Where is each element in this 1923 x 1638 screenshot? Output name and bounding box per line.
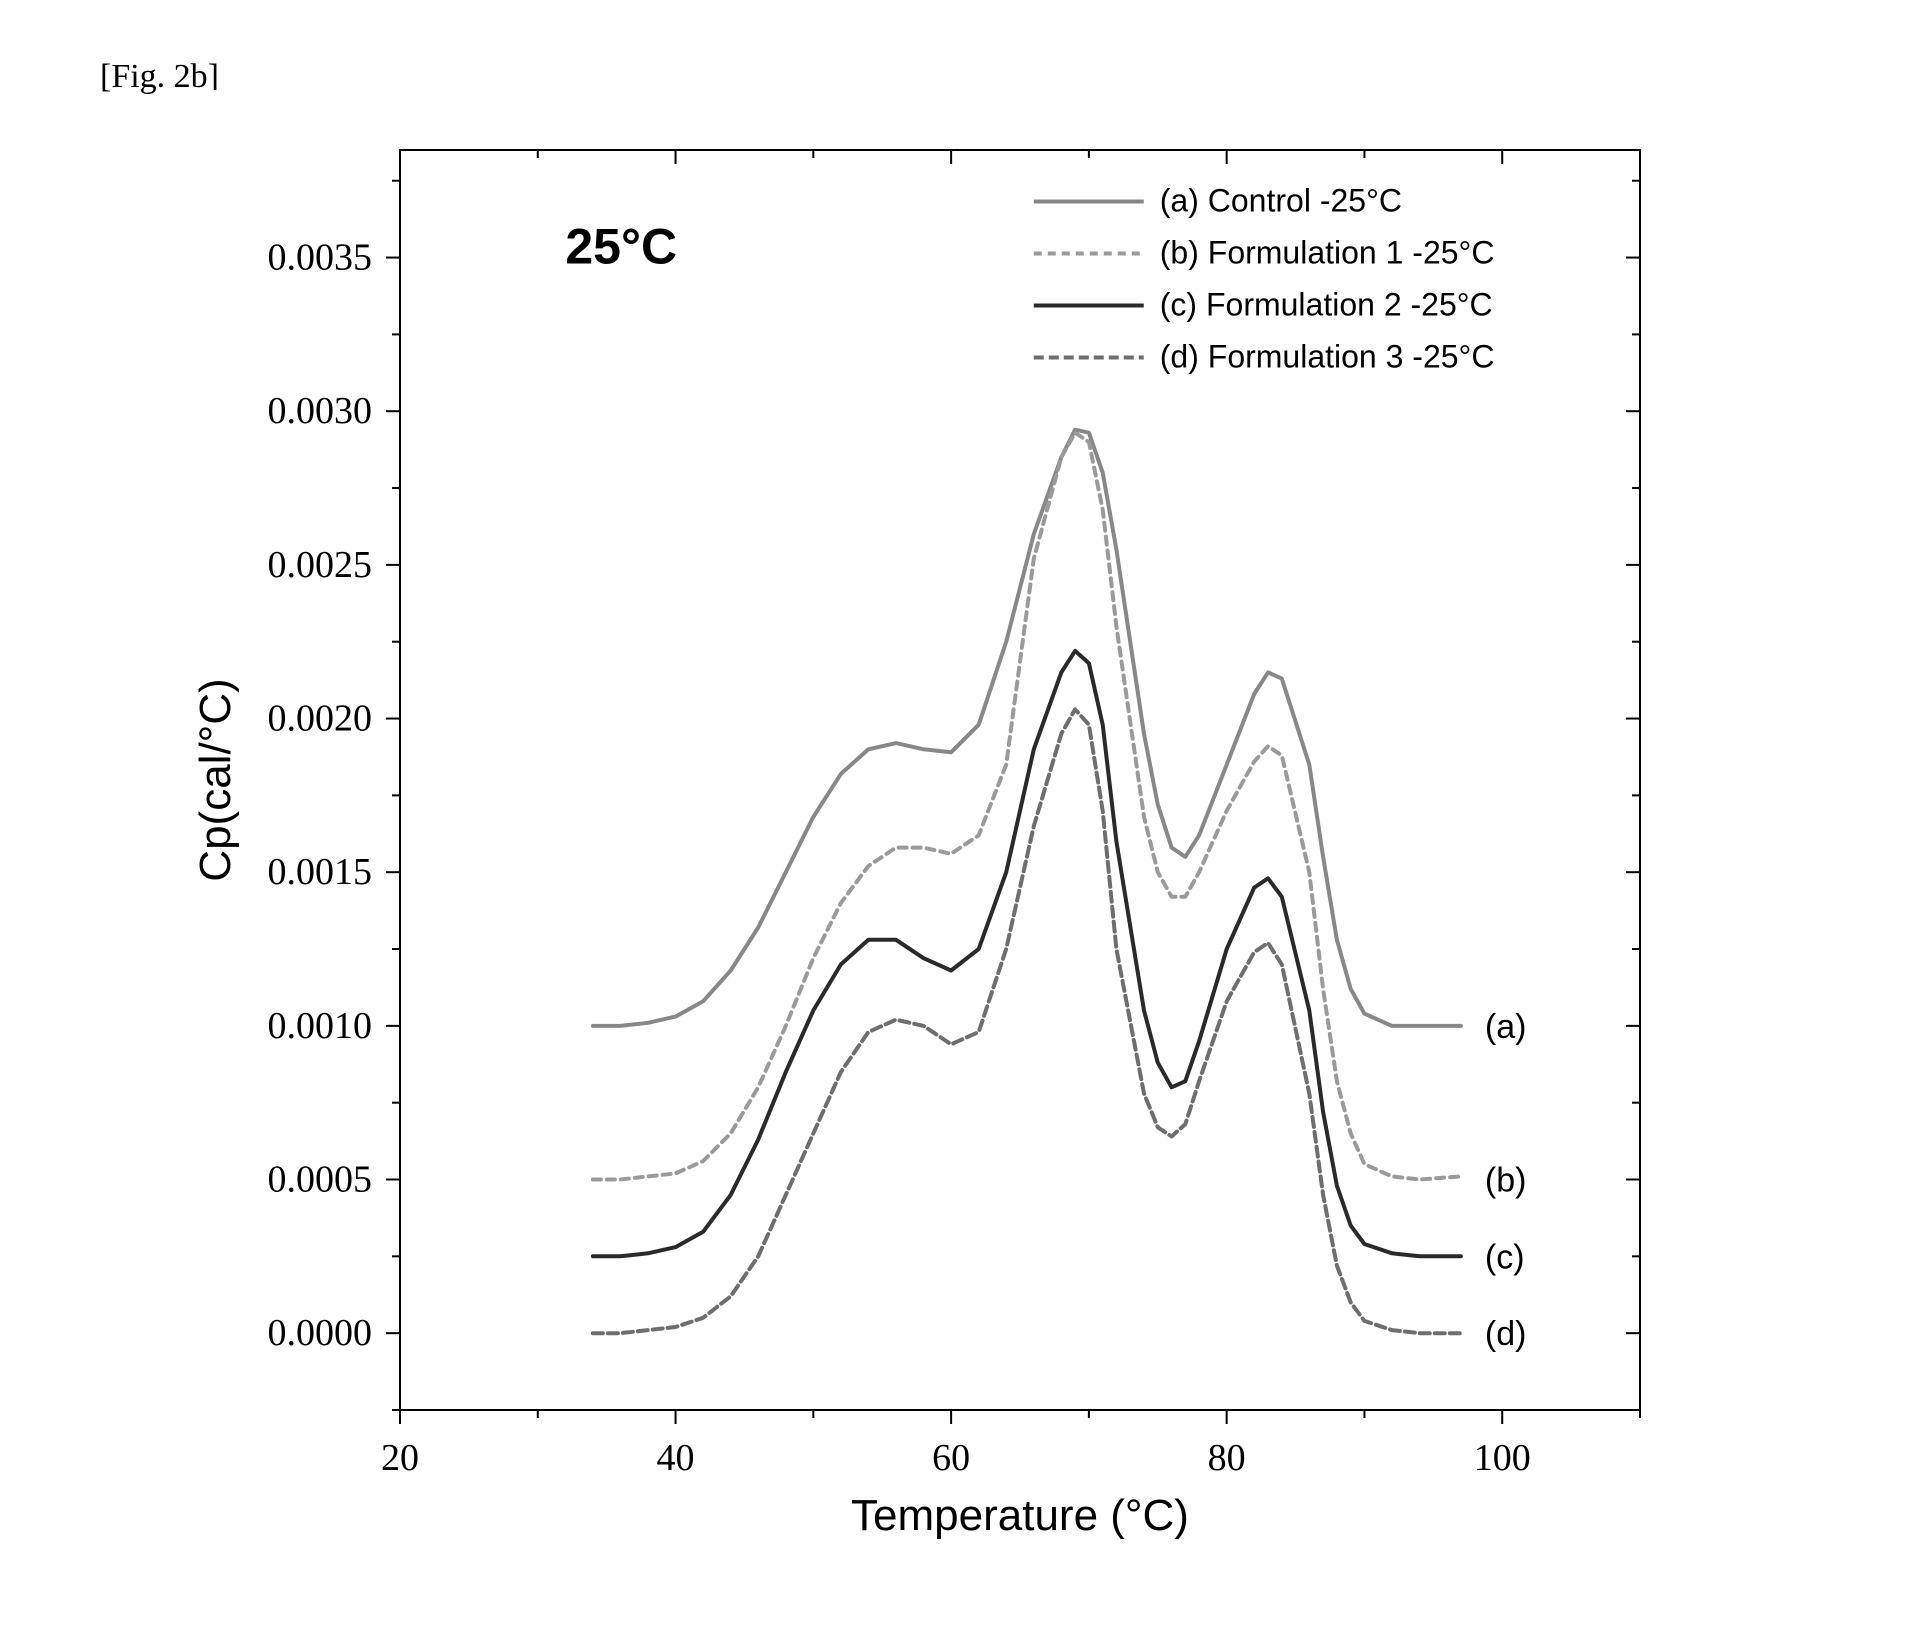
series-c (593, 651, 1461, 1256)
y-tick-label: 0.0020 (268, 698, 373, 740)
y-axis-title: Cp(cal/°C) (191, 678, 240, 881)
x-tick-label: 40 (657, 1437, 695, 1479)
legend-label: (c) Formulation 2 -25°C (1160, 286, 1493, 322)
legend-label: (a) Control -25°C (1160, 182, 1402, 218)
x-tick-label: 60 (932, 1437, 970, 1479)
chart-svg: 20 40 60 80 100 0.0000 0.0005 0.0010 0.0015 0.002… (170, 90, 1870, 1610)
legend-label: (b) Formulation 1 -25°C (1160, 234, 1495, 270)
series-end-label-a: (a) (1485, 1008, 1527, 1046)
y-tick-label: 0.0030 (268, 390, 373, 432)
series-b (593, 433, 1461, 1180)
series-d (593, 709, 1461, 1333)
x-tick-label: 20 (381, 1437, 419, 1479)
chart: 20 40 60 80 100 0.0000 0.0005 0.0010 0.0015 0.002… (170, 90, 1870, 1610)
y-tick-label: 0.0005 (268, 1159, 373, 1201)
y-tick-label: 0.0035 (268, 237, 373, 279)
y-tick-label: 0.0010 (268, 1005, 373, 1047)
series-end-label-d: (d) (1485, 1315, 1527, 1353)
in-chart-title: 25°C (565, 219, 677, 275)
y-tick-label: 0.0000 (268, 1312, 373, 1354)
series-end-label-c: (c) (1485, 1238, 1525, 1276)
series-end-label-b: (b) (1485, 1162, 1527, 1200)
x-tick-label: 80 (1208, 1437, 1246, 1479)
y-tick-label: 0.0025 (268, 544, 373, 586)
series-a (593, 430, 1461, 1026)
x-tick-label: 100 (1474, 1437, 1531, 1479)
legend-label: (d) Formulation 3 -25°C (1160, 338, 1495, 374)
x-axis-title: Temperature (°C) (851, 1491, 1189, 1540)
y-tick-label: 0.0015 (268, 851, 373, 893)
